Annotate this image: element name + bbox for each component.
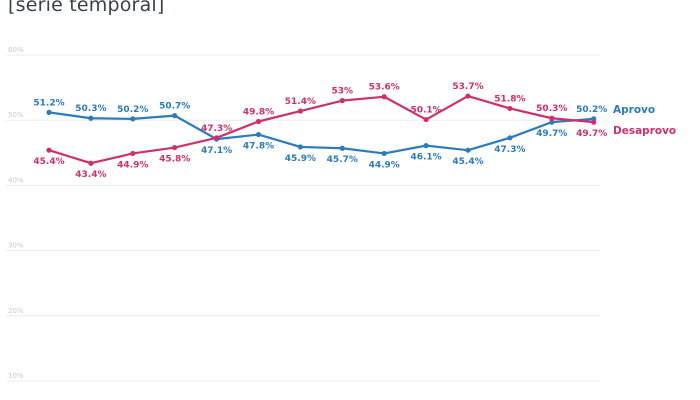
data-label: 47.3%	[494, 145, 525, 155]
data-point	[255, 118, 262, 125]
y-tick-label: 20%	[8, 307, 24, 315]
y-tick-label: 30%	[8, 242, 24, 250]
data-label: 51.4%	[285, 97, 316, 107]
data-point	[88, 160, 94, 166]
y-tick-label: 60%	[8, 46, 24, 54]
data-label: 45.8%	[159, 155, 190, 165]
data-label: 50.2%	[576, 105, 607, 115]
data-label: 46.1%	[410, 153, 441, 163]
data-label: 44.9%	[369, 160, 400, 170]
legend-aprovo: Aprovo	[613, 104, 655, 116]
data-point	[88, 115, 94, 121]
data-point	[172, 144, 178, 151]
data-label: 50.3%	[536, 104, 567, 114]
data-point	[297, 108, 303, 114]
data-label: 47.1%	[201, 146, 232, 156]
data-point	[423, 116, 429, 123]
data-label: 50.7%	[159, 102, 190, 112]
data-label: 49.7%	[536, 129, 567, 139]
data-label: 53.7%	[452, 82, 483, 92]
data-label: 45.7%	[327, 155, 358, 165]
legend-desaprovo: Desaprovo	[613, 125, 676, 137]
data-point	[507, 135, 513, 141]
series-line-aprovo	[47, 111, 595, 155]
y-tick-label: 40%	[8, 176, 24, 184]
data-point	[507, 105, 513, 112]
data-point	[172, 113, 178, 119]
data-point	[423, 143, 429, 149]
chart-header-title: [série temporal]	[8, 0, 165, 16]
data-point	[549, 115, 555, 121]
data-label: 47.3%	[201, 124, 232, 134]
data-label: 45.9%	[285, 154, 316, 164]
data-label: 49.7%	[576, 129, 607, 139]
data-point	[339, 98, 345, 104]
data-point	[465, 147, 471, 153]
data-label: 50.2%	[117, 105, 148, 115]
data-label: 53.6%	[369, 83, 400, 93]
data-label: 49.8%	[243, 108, 274, 118]
y-tick-label: 50%	[8, 111, 24, 119]
data-point	[130, 116, 136, 122]
data-point	[465, 93, 471, 99]
data-point	[46, 147, 52, 153]
data-label: 51.2%	[33, 98, 64, 108]
data-label: 45.4%	[452, 157, 483, 167]
data-point	[130, 150, 136, 157]
data-label: 50.1%	[410, 106, 441, 116]
data-label: 50.3%	[75, 104, 106, 114]
data-label: 51.8%	[494, 94, 525, 104]
y-tick-label: 10%	[8, 372, 24, 380]
data-label: 43.4%	[75, 170, 106, 180]
data-point	[214, 135, 220, 141]
data-point	[381, 94, 387, 100]
data-label: 47.8%	[243, 142, 274, 152]
data-point	[46, 109, 52, 115]
data-point	[591, 119, 597, 125]
data-label: 53%	[332, 87, 354, 97]
data-point	[381, 150, 387, 157]
data-point	[339, 145, 345, 151]
data-label: 44.9%	[117, 160, 148, 170]
data-label: 45.4%	[33, 157, 64, 167]
data-point	[549, 119, 555, 125]
series-line-desaprovo	[47, 94, 595, 165]
data-point	[255, 131, 262, 138]
data-point	[297, 144, 303, 150]
